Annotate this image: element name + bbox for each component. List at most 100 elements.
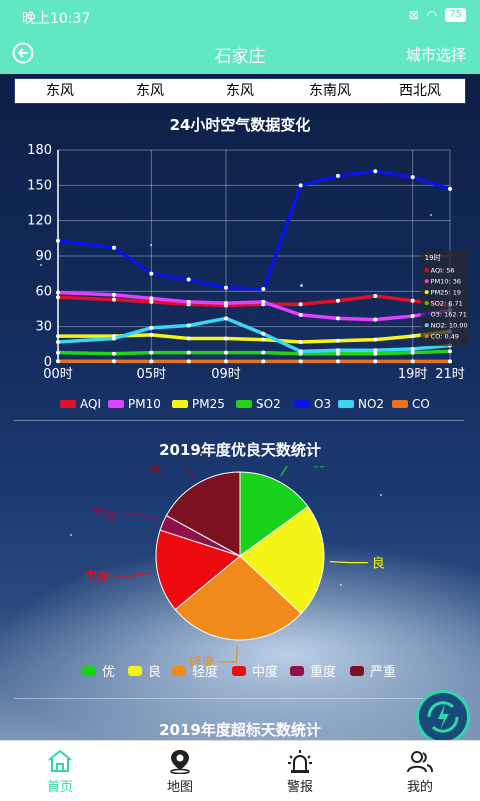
legend-swatch (236, 400, 252, 408)
wifi-icon: ◠ (427, 8, 437, 22)
data-point (149, 333, 153, 337)
nav-label: 警报 (287, 776, 313, 795)
legend-swatch (172, 666, 186, 676)
data-point (336, 339, 340, 343)
data-point (373, 352, 377, 356)
data-point (411, 314, 415, 318)
data-point (56, 351, 60, 355)
data-point (149, 296, 153, 300)
legend-swatch (172, 400, 188, 408)
wind-item: 东风 (195, 79, 285, 103)
pie-leader-line (121, 514, 157, 520)
data-point (224, 359, 228, 363)
users-icon (406, 748, 434, 774)
legend-label: AQI (80, 397, 101, 411)
x-tick-label: 09时 (211, 367, 241, 382)
data-point (187, 300, 191, 304)
data-point (112, 298, 116, 302)
wind-item: 东南风 (285, 79, 375, 103)
legend-label: 中度 (252, 664, 278, 680)
pie-chart: 优良轻度中度重度严重优良轻度中度重度严重 (0, 466, 480, 686)
data-point (56, 295, 60, 299)
data-point (112, 246, 116, 250)
data-point (411, 351, 415, 355)
tooltip-dot (425, 312, 429, 316)
legend-swatch (60, 400, 76, 408)
legend-label: 轻度 (192, 664, 218, 680)
data-point (373, 318, 377, 322)
wind-item: 西北风 (375, 79, 465, 103)
close-box-icon: ⊠ (409, 8, 419, 22)
system-icons: ⊠ ◠ 75 (409, 8, 466, 22)
tooltip-header: 19时 (425, 253, 441, 262)
data-point (56, 291, 60, 295)
nav-home[interactable]: 首页 (0, 741, 120, 801)
x-tick-label: 05时 (137, 367, 167, 382)
legend-label: 良 (148, 664, 161, 680)
pie-chart-title: 2019年度优良天数统计 (0, 439, 480, 460)
section-divider (14, 698, 464, 699)
data-point (149, 300, 153, 304)
nav-label: 我的 (407, 776, 433, 795)
data-point (373, 294, 377, 298)
pie-label: 优 (312, 466, 325, 471)
nav-alarm[interactable]: 警报 (240, 741, 360, 801)
data-point (336, 352, 340, 356)
status-bar: 晚上10:37 ⊠ ◠ 75 (0, 0, 480, 32)
pie-leader-line (330, 562, 368, 563)
data-point (336, 316, 340, 320)
tooltip-dot (425, 301, 429, 305)
legend-label: 优 (102, 665, 115, 680)
x-tick-label: 19时 (398, 367, 428, 382)
pie-leader-line (166, 466, 194, 479)
data-point (336, 348, 340, 352)
legend-swatch (392, 400, 408, 408)
data-point (411, 299, 415, 303)
pie-label: 重度 (91, 507, 117, 523)
data-point (187, 336, 191, 340)
city-select-button[interactable]: 城市选择 (406, 44, 466, 65)
data-point (261, 332, 265, 336)
tooltip-line: O3: 162.71 (431, 311, 467, 319)
pie-leader-line (281, 466, 308, 476)
data-point (187, 278, 191, 282)
data-point (187, 323, 191, 327)
legend-swatch (82, 666, 96, 676)
legend-swatch (294, 400, 310, 408)
nav-map[interactable]: 地图 (120, 741, 240, 801)
x-tick-label: 00时 (43, 367, 73, 382)
status-time: 晚上10:37 (22, 8, 90, 28)
data-point (448, 187, 452, 191)
data-point (336, 299, 340, 303)
data-point (56, 359, 60, 363)
data-point (373, 348, 377, 352)
legend-swatch (108, 400, 124, 408)
legend-swatch (128, 666, 142, 676)
refresh-fab[interactable] (416, 690, 470, 744)
legend-swatch (350, 666, 364, 676)
data-point (299, 359, 303, 363)
data-point (112, 336, 116, 340)
pie-label: 良 (372, 556, 385, 572)
y-tick-label: 90 (35, 249, 52, 264)
data-point (448, 359, 452, 363)
pie-label: 严重 (136, 466, 162, 474)
data-point (411, 359, 415, 363)
data-point (299, 183, 303, 187)
y-tick-label: 120 (27, 214, 52, 229)
wind-direction-row: 东风 东风 东风 东南风 西北风 (14, 78, 466, 104)
data-point (56, 239, 60, 243)
data-point (261, 359, 265, 363)
legend-label: SO2 (256, 397, 281, 411)
tooltip-line: AQI: 56 (431, 267, 455, 275)
nav-profile[interactable]: 我的 (360, 741, 480, 801)
data-point (299, 302, 303, 306)
tooltip-line: CO: 0.49 (431, 333, 459, 341)
pie-label: 中度 (84, 569, 110, 585)
data-point (112, 293, 116, 297)
legend-label: CO (412, 397, 430, 411)
alarm-light-icon (286, 748, 314, 774)
legend-label: PM25 (192, 397, 225, 411)
y-tick-label: 60 (35, 284, 52, 299)
